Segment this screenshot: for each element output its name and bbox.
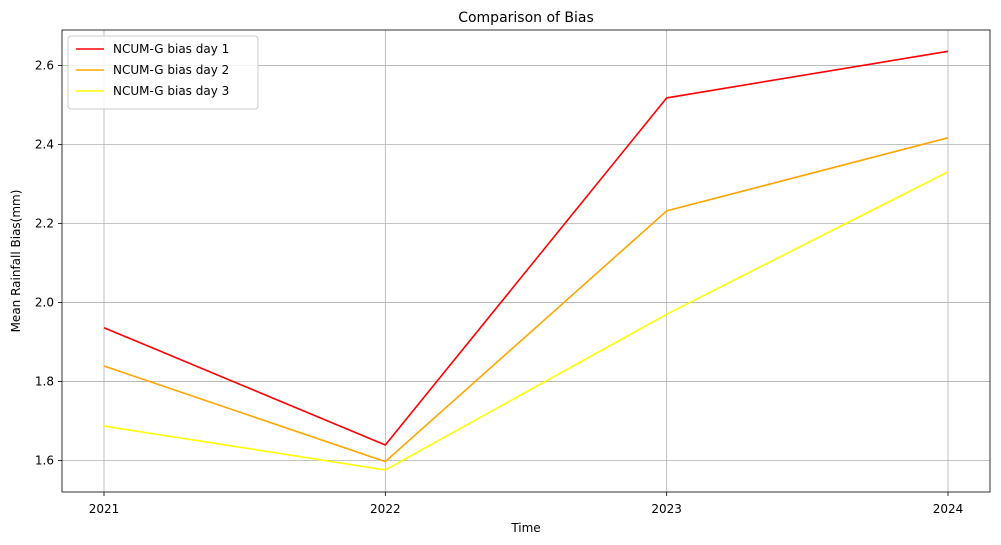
legend: NCUM-G bias day 1 NCUM-G bias day 2 NCUM-G… [67,35,259,110]
series-line-day-1 [103,50,949,446]
chart-title: Comparison of Bias [458,10,594,26]
x-axis-label: Time [510,521,540,535]
y-tick-label: 1.6 [35,453,54,467]
y-tick-label: 2.4 [35,138,54,152]
x-tick-label: 2024 [933,502,964,516]
series-line-day-3 [103,171,949,471]
y-axis-label: Mean Rainfall Bias(mm) [9,190,23,333]
x-axis-ticks: 2021 2022 2023 2024 [89,492,964,516]
series-line-day-2 [103,137,949,463]
grid [62,30,990,492]
x-tick-label: 2023 [651,502,682,516]
plot-frame [61,29,991,493]
legend-label-day-2: NCUM-G bias day 2 [113,63,229,77]
legend-label-day-3: NCUM-G bias day 3 [113,84,229,98]
y-tick-label: 2.2 [35,216,54,230]
x-tick-label: 2021 [89,502,120,516]
legend-box [67,35,259,110]
legend-label-day-1: NCUM-G bias day 1 [113,42,229,56]
x-tick-label: 2022 [370,502,401,516]
series-lines [103,50,949,471]
y-tick-label: 2.0 [35,295,54,309]
y-tick-label: 2.6 [35,59,54,73]
y-axis-ticks: 1.6 1.8 2.0 2.2 2.4 2.6 [35,59,62,467]
y-tick-label: 1.8 [35,374,54,388]
